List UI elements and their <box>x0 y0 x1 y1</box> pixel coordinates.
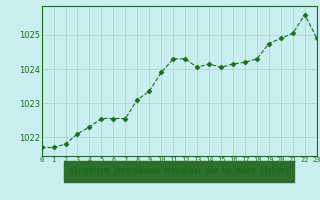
X-axis label: Graphe pression niveau de la mer (hPa): Graphe pression niveau de la mer (hPa) <box>70 166 289 176</box>
